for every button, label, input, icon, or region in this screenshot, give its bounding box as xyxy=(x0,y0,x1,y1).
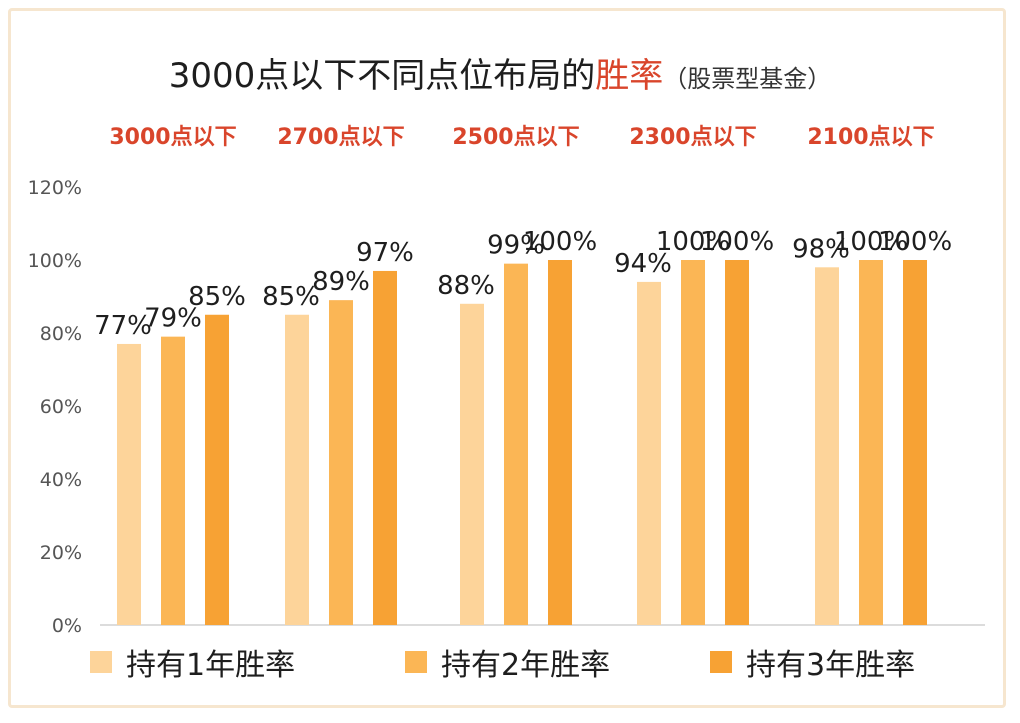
legend-label: 持有3年胜率 xyxy=(746,648,916,683)
data-label: 100% xyxy=(656,227,730,257)
legend-item: 持有1年胜率 xyxy=(90,640,295,684)
category-label: 2700点以下 xyxy=(277,124,404,150)
y-tick-label: 0% xyxy=(52,615,82,637)
data-label: 100% xyxy=(523,227,597,257)
data-label: 98% xyxy=(792,234,850,264)
data-label: 99% xyxy=(487,231,545,261)
category-label: 2100点以下 xyxy=(807,124,934,150)
legend-item: 持有3年胜率 xyxy=(710,640,915,684)
legend-swatch xyxy=(710,651,732,673)
bar-s1 xyxy=(117,343,141,625)
data-label: 85% xyxy=(188,282,246,312)
bar-s3 xyxy=(205,314,229,625)
title-suffix: （股票型基金） xyxy=(663,65,832,93)
y-tick-label: 80% xyxy=(40,323,82,345)
y-tick-label: 20% xyxy=(40,542,82,564)
bar-s2 xyxy=(859,260,883,625)
bar-s1 xyxy=(460,303,484,625)
data-label: 88% xyxy=(437,271,495,301)
bar-s1 xyxy=(637,281,661,625)
category-label: 2500点以下 xyxy=(452,124,579,150)
bar-s2 xyxy=(161,336,185,625)
data-label: 77% xyxy=(94,311,152,341)
data-label: 85% xyxy=(262,282,320,312)
legend-label: 持有2年胜率 xyxy=(441,648,611,683)
data-label: 97% xyxy=(356,238,414,268)
y-tick-label: 120% xyxy=(28,177,82,199)
data-label: 100% xyxy=(878,227,952,257)
category-label: 2300点以下 xyxy=(629,124,756,150)
chart-title: 3000点以下不同点位布局的胜率（股票型基金） xyxy=(0,48,1000,97)
bar-s3 xyxy=(725,260,749,625)
legend-swatch xyxy=(90,651,112,673)
bar-s1 xyxy=(285,314,309,625)
data-label: 100% xyxy=(700,227,774,257)
legend-item: 持有2年胜率 xyxy=(405,640,610,684)
legend: 持有1年胜率 持有2年胜率 持有3年胜率 xyxy=(90,640,970,690)
y-tick-label: 100% xyxy=(28,250,82,272)
data-label: 79% xyxy=(144,304,202,334)
data-label: 100% xyxy=(834,227,908,257)
y-tick-label: 60% xyxy=(40,396,82,418)
bar-s1 xyxy=(815,267,839,625)
bar-s3 xyxy=(903,260,927,625)
bar-s2 xyxy=(329,300,353,625)
data-label: 89% xyxy=(312,267,370,297)
legend-label: 持有1年胜率 xyxy=(126,648,296,683)
legend-swatch xyxy=(405,651,427,673)
bar-s3 xyxy=(373,270,397,625)
bar-s3 xyxy=(548,260,572,625)
bar-s2 xyxy=(504,263,528,625)
data-label: 94% xyxy=(614,249,672,279)
title-highlight: 胜率 xyxy=(595,56,664,96)
category-label: 3000点以下 xyxy=(109,124,236,150)
title-prefix: 3000点以下不同点位布局的 xyxy=(168,56,596,96)
bar-s2 xyxy=(681,260,705,625)
y-tick-label: 40% xyxy=(40,469,82,491)
